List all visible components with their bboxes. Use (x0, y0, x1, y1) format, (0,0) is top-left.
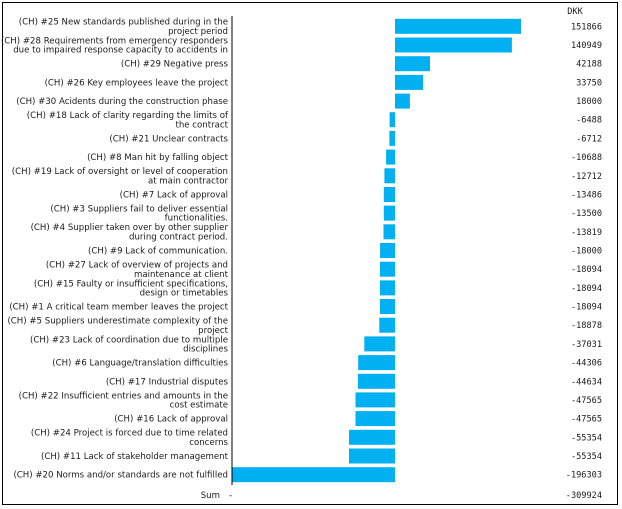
bar-16 (379, 317, 395, 333)
category-label-13: (CH) #27 Lack of overview of projects an… (46, 261, 229, 280)
bar-15 (380, 299, 395, 314)
bar-8 (384, 168, 395, 184)
bar-13 (380, 261, 395, 277)
category-label-5: (CH) #18 Lack of clarity regarding the l… (27, 111, 229, 130)
value-label-8: -12712 (571, 172, 602, 182)
category-label-9: (CH) #7 Lack of approval (120, 191, 228, 201)
bar-23 (349, 448, 395, 464)
value-label-4: 18000 (576, 97, 602, 107)
value-label-15: -18094 (571, 303, 602, 313)
bar-2 (395, 56, 430, 72)
value-label-7: -10688 (571, 153, 602, 163)
value-label-2: 42188 (576, 60, 602, 70)
value-label-21: -47565 (571, 415, 602, 425)
value-label-20: -47565 (571, 396, 602, 406)
category-label-17: (CH) #23 Lack of coordination due to mul… (30, 335, 229, 354)
value-label-14: -18094 (571, 284, 602, 294)
category-label-20: (CH) #22 Insufficient entries and amount… (19, 391, 228, 410)
value-label-24: -196303 (566, 471, 602, 481)
bar-9 (383, 187, 395, 202)
sum-label: Sum (201, 491, 220, 501)
bar-24 (232, 467, 395, 483)
category-label-14: (CH) #15 Faulty or insufficient specific… (34, 279, 229, 298)
category-label-10: (CH) #3 Suppliers fail to deliver essent… (50, 205, 228, 224)
category-label-4: (CH) #30 Acidents during the constructio… (16, 97, 228, 107)
value-label-6: -6712 (576, 134, 602, 144)
bar-3 (395, 74, 423, 90)
bar-14 (380, 280, 395, 296)
value-label-17: -37031 (571, 340, 602, 350)
category-label-24: (CH) #20 Norms and/or standards are not … (13, 471, 228, 481)
value-label-3: 33750 (576, 78, 602, 88)
value-label-16: -18878 (571, 321, 602, 331)
category-label-19: (CH) #17 Industrial disputes (106, 377, 229, 387)
value-label-23: -55354 (571, 452, 602, 462)
category-label-22: (CH) #24 Project is forced due to time r… (31, 429, 229, 448)
bar-18 (358, 355, 395, 371)
bar-0 (395, 18, 521, 34)
chart-frame (2, 2, 618, 505)
value-label-13: -18094 (571, 265, 602, 275)
bar-20 (355, 392, 395, 408)
category-label-6: (CH) #21 Unclear contracts (109, 134, 228, 144)
bar-17 (364, 336, 395, 352)
bar-22 (349, 429, 395, 445)
value-label-0: 151866 (571, 22, 602, 32)
value-label-22: -55354 (571, 433, 602, 443)
bar-6 (389, 130, 395, 146)
value-label-10: -13500 (571, 209, 602, 219)
category-label-11: (CH) #4 Supplier taken over by other sup… (31, 223, 229, 242)
category-label-7: (CH) #8 Man hit by falling object (87, 153, 229, 163)
category-label-15: (CH) #1 A critical team member leaves th… (9, 303, 228, 313)
bar-11 (383, 224, 395, 240)
value-label-12: -18000 (571, 247, 602, 257)
value-column-header: DKK (567, 7, 583, 17)
value-label-11: -13819 (571, 228, 602, 238)
bar-21 (355, 411, 395, 427)
category-label-1: (CH) #28 Requirements from emergency res… (1, 36, 229, 55)
value-label-18: -44306 (571, 359, 602, 369)
bar-4 (395, 93, 410, 109)
value-label-1: 140949 (571, 41, 602, 51)
sum-marker: - (229, 491, 232, 501)
sum-value: -309924 (566, 491, 602, 501)
category-label-2: (CH) #29 Negative press (121, 60, 229, 70)
value-label-9: -13486 (571, 191, 602, 201)
category-label-12: (CH) #9 Lack of communication. (88, 247, 228, 257)
category-label-18: (CH) #6 Language/translation difficultie… (52, 359, 228, 369)
bar-5 (389, 112, 395, 128)
category-label-3: (CH) #26 Key employees leave the project (45, 78, 229, 88)
category-label-23: (CH) #11 Lack of stakeholder management (41, 452, 229, 462)
category-label-21: (CH) #16 Lack of approval (114, 415, 228, 425)
bar-12 (380, 243, 395, 258)
category-label-0: (CH) #25 New standards published during … (19, 18, 228, 37)
bar-1 (395, 37, 512, 53)
category-label-16: (CH) #5 Suppliers underestimate complexi… (7, 317, 228, 336)
bar-7 (386, 149, 395, 165)
bar-19 (357, 373, 395, 389)
category-label-8: (CH) #19 Lack of oversight or level of c… (12, 167, 229, 186)
bar-10 (383, 205, 395, 221)
value-label-5: -6488 (576, 116, 602, 126)
value-label-19: -44634 (571, 377, 602, 387)
